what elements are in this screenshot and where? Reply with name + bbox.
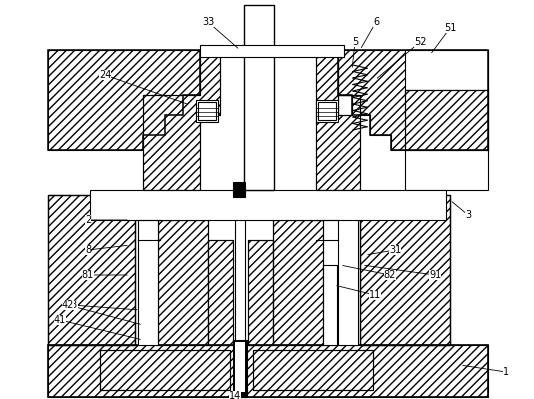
Bar — [360, 195, 450, 345]
Bar — [360, 195, 450, 345]
Bar — [233, 340, 247, 397]
Bar — [235, 342, 245, 392]
Bar — [158, 220, 208, 345]
Bar — [244, 5, 274, 190]
Polygon shape — [143, 50, 220, 190]
Text: 24: 24 — [99, 70, 111, 80]
Bar — [48, 195, 135, 345]
Text: 81: 81 — [82, 270, 94, 280]
Text: 8: 8 — [85, 245, 91, 255]
Bar — [90, 190, 446, 220]
Text: 5: 5 — [352, 37, 358, 47]
Bar — [273, 220, 323, 345]
Bar — [253, 350, 373, 390]
Bar — [100, 350, 230, 390]
Text: 11: 11 — [369, 290, 381, 300]
Bar — [248, 240, 273, 345]
Bar — [248, 240, 273, 345]
Bar — [253, 350, 373, 390]
Bar — [316, 100, 338, 122]
Bar — [200, 45, 344, 57]
Text: 91: 91 — [429, 270, 441, 280]
Text: 82: 82 — [384, 270, 396, 280]
Bar — [48, 345, 488, 397]
Text: 14: 14 — [229, 391, 241, 399]
Bar — [323, 265, 337, 345]
Bar — [235, 200, 245, 345]
Bar — [100, 350, 230, 390]
Bar — [338, 195, 358, 345]
Polygon shape — [48, 50, 200, 150]
Bar — [48, 195, 135, 345]
Bar — [233, 182, 245, 197]
Bar — [405, 50, 488, 90]
Bar — [405, 150, 488, 190]
Text: 41: 41 — [54, 315, 66, 325]
Bar — [208, 240, 233, 345]
Text: 1: 1 — [503, 367, 509, 377]
Bar — [208, 240, 233, 345]
Polygon shape — [338, 50, 488, 150]
Bar — [198, 102, 216, 120]
Bar — [48, 345, 488, 397]
Bar — [196, 100, 218, 122]
Text: 31: 31 — [389, 245, 401, 255]
Bar — [158, 220, 208, 345]
Text: 52: 52 — [414, 37, 426, 47]
Bar — [138, 195, 158, 345]
Text: 33: 33 — [202, 17, 214, 27]
Text: 42: 42 — [62, 300, 74, 310]
Text: 3: 3 — [465, 210, 471, 220]
Bar — [405, 90, 488, 150]
Text: 13: 13 — [66, 300, 78, 310]
Bar — [405, 90, 488, 150]
Text: 51: 51 — [444, 23, 456, 33]
Bar — [273, 220, 323, 345]
Bar — [318, 102, 336, 120]
Text: 2: 2 — [85, 215, 91, 225]
Text: 6: 6 — [373, 17, 379, 27]
Polygon shape — [316, 50, 360, 190]
